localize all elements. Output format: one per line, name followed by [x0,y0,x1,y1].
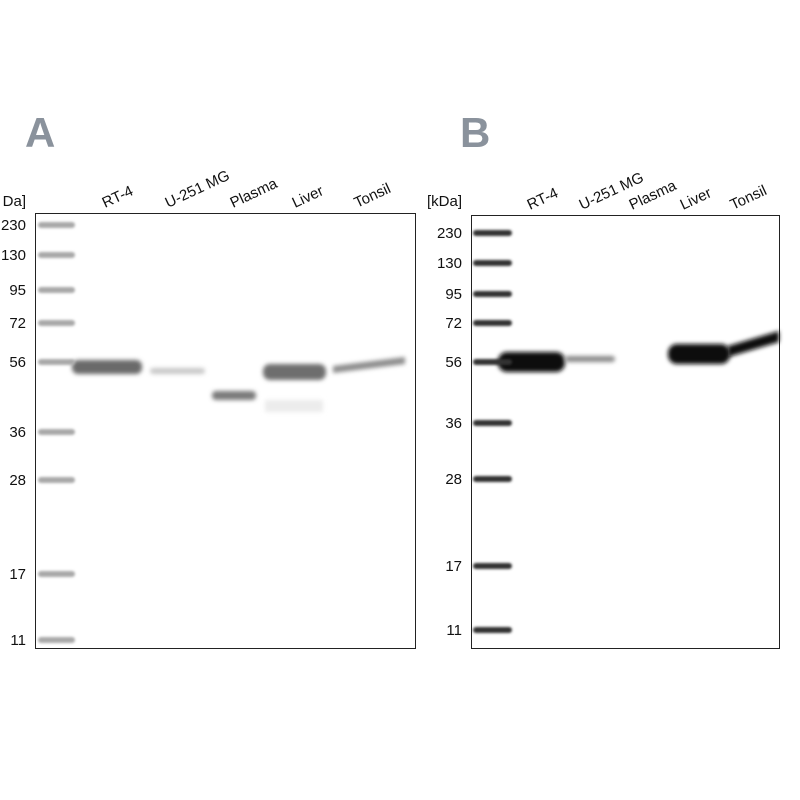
ladder-band [473,627,512,633]
blot-frame-b [471,215,780,649]
marker-label: 36 [9,424,26,441]
ladder-band [38,287,75,293]
ladder-band [473,320,512,326]
ladder-band [473,260,512,266]
blot-frame-a [35,213,416,649]
marker-label: 130 [1,247,26,264]
ladder-band [38,429,75,435]
lane-label: Liver [290,182,327,211]
ladder-band [38,637,75,643]
unit-label: [kDa] [427,193,462,210]
marker-label: 95 [445,286,462,303]
panel-letter: B [460,109,490,156]
marker-label: 28 [9,472,26,489]
bands-b [498,331,779,372]
ladder-band [38,252,75,258]
marker-label: 17 [9,566,26,583]
marker-label: 11 [10,632,26,649]
ladder-band [38,222,75,228]
ladder-band [38,359,75,365]
ladder-band [473,359,512,365]
ladder-band [473,291,512,297]
lane-label: RT-4 [525,185,561,214]
marker-label: 28 [445,471,462,488]
ladder-band [473,563,512,569]
marker-label: 56 [9,354,26,371]
ladder-band [38,320,75,326]
lane-label: Liver [678,184,715,213]
lane-label: Plasma [228,175,281,212]
unit-label: Da] [3,193,26,210]
marker-label: 36 [445,415,462,432]
marker-label: 230 [437,225,462,242]
lane-label: RT-4 [100,183,136,212]
ladder-band [38,477,75,483]
lane-label: Tonsil [728,182,770,214]
marker-label: 72 [445,315,462,332]
marker-label: 56 [445,354,462,371]
ladder-band [473,420,512,426]
ladder-band [473,230,512,236]
bands-a [72,357,405,412]
marker-label: 95 [9,282,26,299]
marker-label: 11 [446,622,462,639]
lane-label: Tonsil [352,180,394,212]
marker-label: 230 [1,217,26,234]
panel-letter: A [25,109,55,156]
marker-label: 130 [437,255,462,272]
marker-label: 17 [445,558,462,575]
ladder-band [38,571,75,577]
lane-label: U-251 MG [163,167,233,212]
ladder-band [473,476,512,482]
marker-label: 72 [9,315,26,332]
